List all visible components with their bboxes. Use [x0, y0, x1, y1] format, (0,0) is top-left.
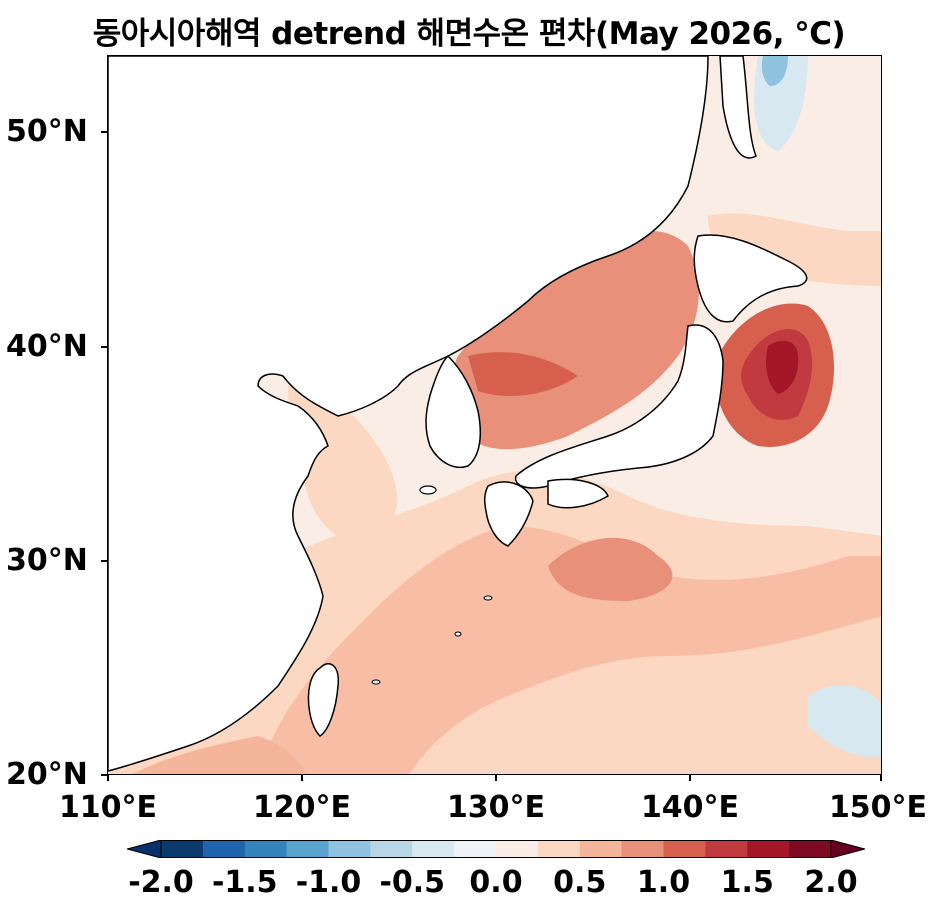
- anomaly-zone-south-china-sea: [132, 736, 307, 774]
- colorbar-segment: [370, 840, 413, 858]
- anomaly-zone-east-sea-core: [468, 352, 578, 396]
- anomaly-zone-southeast-cold: [808, 685, 881, 757]
- lon-tick-label: 150°E: [828, 790, 928, 825]
- colorbar-frame: [160, 840, 832, 858]
- land-shikoku: [547, 478, 609, 509]
- land-taiwan: [307, 663, 339, 737]
- colorbar-segment: [496, 840, 539, 858]
- colorbar-tick-label: 0.5: [553, 865, 607, 900]
- colorbar: [127, 840, 865, 858]
- lat-tickmark: [101, 774, 107, 776]
- land-small-island: [371, 679, 381, 685]
- colorbar-segment: [454, 840, 497, 858]
- anomaly-zone-kuroshio-peak: [766, 340, 799, 394]
- colorbar-segment: [537, 840, 581, 858]
- land-small-island: [483, 595, 493, 601]
- anomaly-zone-east-china-sea: [548, 537, 673, 601]
- colorbar-segment: [705, 840, 748, 858]
- lon-tick-label: 140°E: [640, 790, 740, 825]
- colorbar-segment: [579, 840, 623, 858]
- lat-tick-label: 50°N: [6, 114, 88, 149]
- sst-anomaly-map: [107, 55, 882, 775]
- colorbar-segment: [789, 840, 832, 858]
- colorbar-tick-label: 2.0: [804, 865, 858, 900]
- colorbar-tick-label: -1.5: [211, 865, 278, 900]
- colorbar-segment: [412, 840, 455, 858]
- colorbar-segment: [663, 840, 706, 858]
- lon-tick-label: 120°E: [252, 790, 352, 825]
- colorbar-tick-label: 0.0: [469, 865, 523, 900]
- chart-title: 동아시아해역 detrend 해면수온 편차(May 2026, °C): [92, 16, 846, 52]
- colorbar-segment: [244, 840, 288, 858]
- colorbar-tick-label: -0.5: [379, 865, 446, 900]
- map-canvas: [108, 56, 881, 774]
- colorbar-extend-max: [830, 840, 865, 858]
- colorbar-segment: [621, 840, 664, 858]
- land-sakhalin: [719, 56, 757, 159]
- lon-tickmark: [301, 775, 303, 781]
- lon-tick-label: 130°E: [446, 790, 546, 825]
- colorbar-tick-label: -1.0: [295, 865, 362, 900]
- land-small-island: [454, 631, 462, 637]
- anomaly-zone-medium-south: [258, 526, 881, 774]
- lon-tickmark: [880, 775, 882, 781]
- lon-tick-label: 110°E: [58, 790, 158, 825]
- lon-tickmark: [495, 775, 497, 781]
- anomaly-zone-okhotsk-core: [761, 56, 788, 86]
- colorbar-tick-label: -2.0: [128, 865, 194, 900]
- colorbar-segment: [328, 840, 371, 858]
- lon-tickmark: [107, 775, 109, 781]
- colorbar-segment: [747, 840, 790, 858]
- lat-tickmark: [101, 560, 107, 562]
- colorbar-tick-label: 1.5: [720, 865, 774, 900]
- lat-tick-label: 30°N: [6, 543, 88, 578]
- lat-tickmark: [101, 131, 107, 133]
- colorbar-segment: [161, 840, 204, 858]
- land-hokkaido: [693, 234, 808, 323]
- lon-tickmark: [689, 775, 691, 781]
- colorbar-segment: [286, 840, 329, 858]
- land-korea: [425, 354, 481, 468]
- lat-tick-label: 20°N: [6, 757, 88, 792]
- land-jeju: [419, 485, 437, 495]
- land-asian-mainland: [108, 56, 709, 772]
- lat-tick-label: 40°N: [6, 329, 88, 364]
- colorbar-segment: [202, 840, 246, 858]
- lat-tickmark: [101, 346, 107, 348]
- land-kyushu: [483, 481, 534, 547]
- colorbar-tick-label: 1.0: [636, 865, 691, 900]
- colorbar-extend-min: [127, 840, 162, 858]
